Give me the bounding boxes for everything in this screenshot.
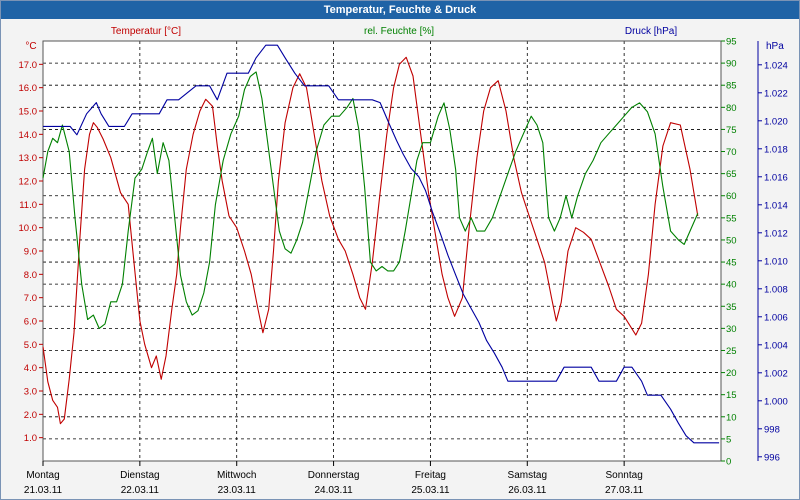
x-tick-day: Freitag — [415, 470, 446, 481]
humidity-tick-label: 60 — [726, 191, 737, 202]
humidity-axis-label: rel. Feuchte [%] — [364, 26, 434, 37]
pressure-tick-label: 1.020 — [764, 116, 788, 127]
pressure-tick-label: 998 — [764, 424, 780, 435]
humidity-tick-label: 90 — [726, 59, 737, 70]
pressure-tick-label: 1.000 — [764, 396, 788, 407]
temperature-tick-label: 7.0 — [24, 293, 37, 304]
temperature-tick-label: 15.0 — [19, 107, 38, 118]
temperature-tick-label: 5.0 — [24, 340, 37, 351]
pressure-tick-label: 996 — [764, 452, 780, 463]
humidity-tick-label: 50 — [726, 235, 737, 246]
temperature-tick-label: 11.0 — [19, 200, 37, 211]
humidity-tick-label: 25 — [726, 346, 737, 357]
plot-area — [43, 41, 721, 461]
pressure-tick-label: 1.012 — [764, 228, 788, 239]
temperature-tick-label: 14.0 — [19, 130, 38, 141]
series-line-humidity — [42, 71, 699, 329]
x-tick-day: Sonntag — [606, 470, 643, 481]
pressure-tick-label: 1.006 — [764, 312, 788, 323]
humidity-tick-label: 55 — [726, 213, 737, 224]
temperature-tick-label: 2.0 — [24, 410, 37, 421]
humidity-tick-label: 10 — [726, 412, 737, 423]
x-tick-date: 22.03.11 — [121, 485, 160, 496]
pressure-tick-label: 1.008 — [764, 284, 788, 295]
humidity-tick-label: 5 — [726, 434, 731, 445]
humidity-tick-label: 70 — [726, 147, 737, 158]
x-tick-day: Mittwoch — [217, 470, 256, 481]
temperature-axis-label: Temperatur [°C] — [111, 26, 181, 37]
humidity-tick-label: 45 — [726, 258, 737, 269]
x-tick-day: Montag — [26, 470, 59, 481]
x-tick-date: 23.03.11 — [218, 485, 257, 496]
pressure-unit: hPa — [766, 41, 784, 52]
humidity-tick-label: 65 — [726, 169, 737, 180]
temperature-unit: °C — [25, 41, 36, 52]
pressure-tick-label: 1.022 — [764, 88, 788, 99]
pressure-tick-label: 1.014 — [764, 200, 788, 211]
temperature-tick-label: 12.0 — [19, 177, 38, 188]
humidity-tick-label: 0 — [726, 457, 731, 468]
humidity-tick-label: 85 — [726, 81, 737, 92]
x-tick-date: 24.03.11 — [314, 485, 353, 496]
temperature-tick-label: 13.0 — [19, 153, 38, 164]
x-tick-date: 25.03.11 — [411, 485, 450, 496]
temperature-tick-label: 10.0 — [19, 223, 38, 234]
series-line-temperature — [42, 56, 699, 425]
temperature-tick-label: 8.0 — [24, 270, 37, 281]
pressure-axis-label: Druck [hPa] — [625, 26, 677, 37]
x-tick-date: 21.03.11 — [24, 485, 63, 496]
pressure-tick-label: 1.024 — [764, 60, 788, 71]
humidity-tick-label: 95 — [726, 37, 737, 48]
temperature-tick-label: 1.0 — [24, 433, 37, 444]
humidity-tick-label: 75 — [726, 125, 737, 136]
x-tick-date: 26.03.11 — [508, 485, 547, 496]
temperature-tick-label: 16.0 — [19, 83, 38, 94]
pressure-tick-label: 1.010 — [764, 256, 788, 267]
x-tick-day: Samstag — [508, 470, 547, 481]
humidity-tick-label: 15 — [726, 390, 737, 401]
temperature-tick-label: 9.0 — [24, 247, 37, 258]
humidity-tick-label: 35 — [726, 302, 737, 313]
window-title: Temperatur, Feuchte & Druck — [1, 1, 799, 19]
series-line-pressure — [43, 44, 720, 444]
x-tick-day: Dienstag — [120, 470, 159, 481]
humidity-tick-label: 80 — [726, 103, 737, 114]
pressure-tick-label: 1.018 — [764, 144, 788, 155]
pressure-tick-label: 1.016 — [764, 172, 788, 183]
humidity-tick-label: 40 — [726, 280, 737, 291]
humidity-tick-label: 20 — [726, 368, 737, 379]
temperature-tick-label: 17.0 — [19, 60, 38, 71]
x-tick-date: 27.03.11 — [605, 485, 644, 496]
x-tick-day: Donnerstag — [308, 470, 360, 481]
pressure-tick-label: 1.004 — [764, 340, 788, 351]
temperature-tick-label: 3.0 — [24, 387, 37, 398]
temperature-tick-label: 4.0 — [24, 363, 37, 374]
humidity-tick-label: 30 — [726, 324, 737, 335]
temperature-tick-label: 6.0 — [24, 317, 37, 328]
pressure-tick-label: 1.002 — [764, 368, 788, 379]
